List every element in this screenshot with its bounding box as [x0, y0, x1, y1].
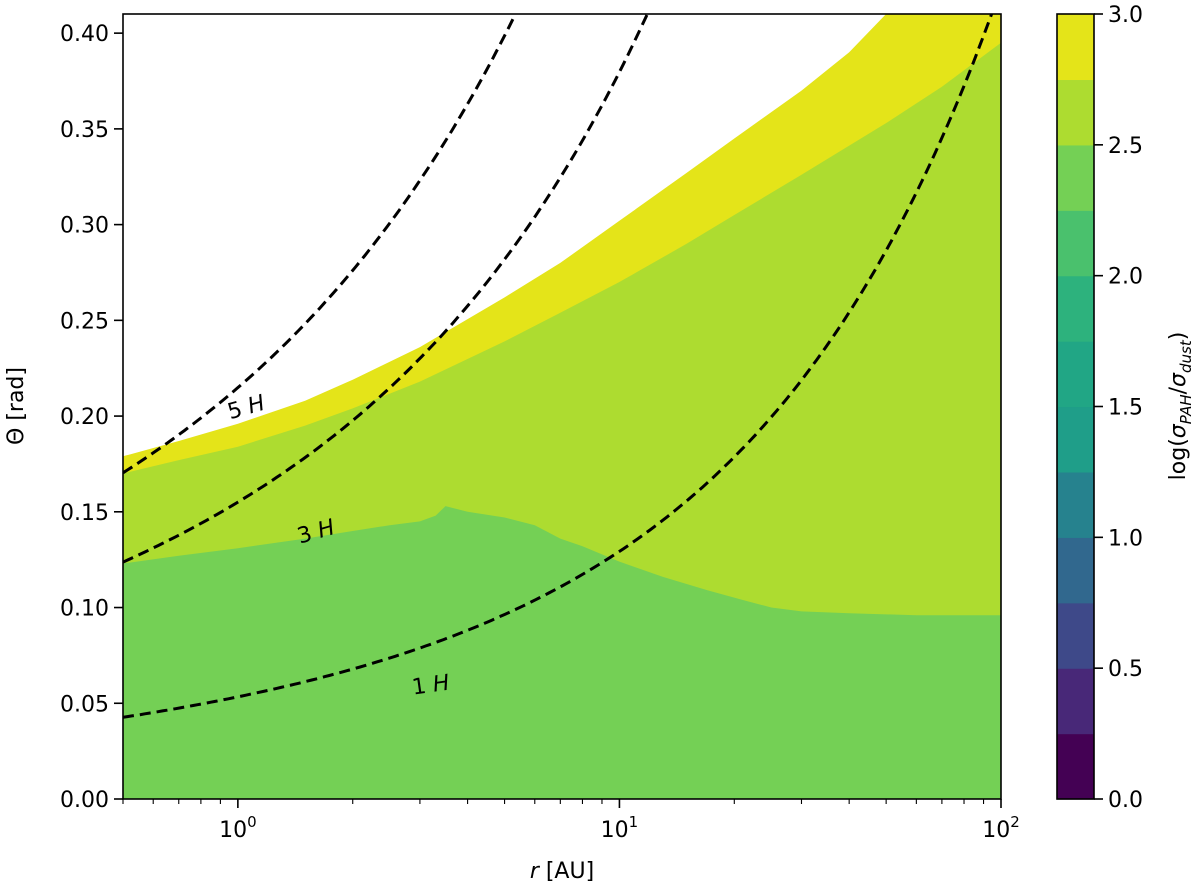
colorbar-tick-label: 0.0	[1108, 788, 1143, 813]
contour-label: 1 H	[410, 671, 451, 701]
colorbar-band	[1057, 471, 1094, 538]
x-axis-label: r [AU]	[530, 859, 594, 884]
colorbar-band	[1057, 341, 1094, 408]
colorbar-band	[1057, 602, 1094, 669]
colorbar-band	[1057, 733, 1094, 800]
y-tick-label: 0.10	[60, 597, 109, 622]
y-tick-label: 0.20	[60, 405, 109, 430]
colorbar-tick-label: 2.5	[1108, 134, 1143, 159]
y-tick-label: 0.40	[60, 22, 109, 47]
colorbar-band	[1057, 275, 1094, 342]
colorbar-band	[1057, 668, 1094, 735]
plot-regions	[123, 14, 1001, 799]
colorbar-ticks: 0.0 0.5 1.0 1.5 2.0 2.5 3.0	[1094, 3, 1143, 813]
colorbar	[1056, 13, 1095, 800]
colorbar-tick-label: 1.0	[1108, 526, 1143, 551]
colorbar-band	[1057, 14, 1094, 81]
contour-line-1H	[123, 14, 994, 719]
y-tick-label: 0.00	[60, 788, 109, 813]
colorbar-band	[1057, 79, 1094, 146]
colorbar-tick-label: 2.0	[1108, 265, 1143, 290]
contour-labels: 5 H 3 H 1 H	[225, 391, 451, 701]
contour-label: 5 H	[225, 391, 268, 425]
x-tick-label: 101	[601, 813, 639, 843]
y-tick-label: 0.35	[60, 118, 109, 143]
x-axis: 100 101 102	[122, 799, 1020, 843]
x-tick-label: 102	[982, 813, 1020, 843]
y-tick-label: 0.05	[60, 692, 109, 717]
y-axis: 0.00 0.05 0.10 0.15 0.20 0.25 0.30 0.35 0.40	[60, 22, 123, 813]
colorbar-tick-label: 3.0	[1108, 3, 1143, 28]
contour-label: 3 H	[295, 515, 338, 549]
x-tick-label: 100	[219, 813, 257, 843]
y-tick-label: 0.15	[60, 501, 109, 526]
region-2.25-2.5	[123, 506, 1001, 799]
colorbar-label: log(σPAH/σdust)	[1166, 332, 1195, 481]
colorbar-tick-label: 0.5	[1108, 657, 1143, 682]
y-tick-label: 0.30	[60, 214, 109, 239]
colorbar-tick-label: 1.5	[1108, 396, 1143, 421]
y-axis-label: Θ [rad]	[4, 367, 29, 445]
y-tick-label: 0.25	[60, 309, 109, 334]
colorbar-band	[1057, 144, 1094, 211]
colorbar-band	[1057, 406, 1094, 473]
colorbar-band	[1057, 537, 1094, 604]
plot-frame	[122, 13, 1002, 800]
colorbar-band	[1057, 210, 1094, 277]
contour-lines	[123, 14, 994, 719]
